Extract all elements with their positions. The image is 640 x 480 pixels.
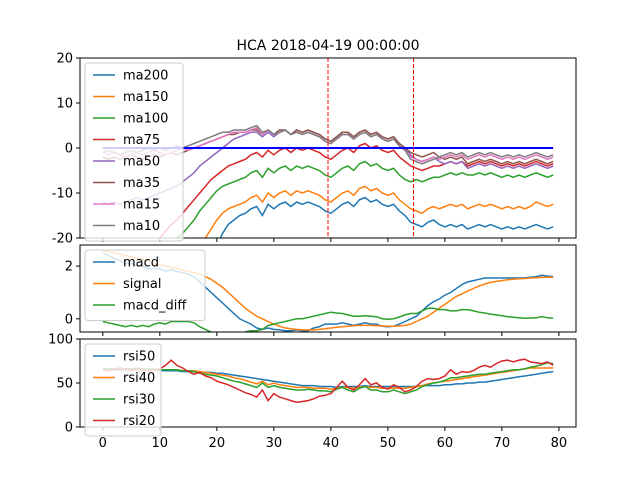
series-line-rsi30: [102, 362, 554, 395]
macd-panel: 0 2 macd signal macd_diff: [65, 244, 577, 336]
x-tick-label: 50: [380, 436, 397, 451]
legend-label-rsi30: rsi30: [123, 393, 155, 408]
x-tick-label: 60: [437, 436, 454, 451]
rsi-plot-area: [102, 358, 554, 404]
rsi-legend: rsi50 rsi40 rsi30 rsi20: [84, 343, 162, 437]
legend-label-ma10: ma10: [123, 219, 160, 234]
y-tick-label: 50: [56, 377, 73, 392]
legend-label-ma150: ma150: [123, 90, 168, 105]
legend-label-ma100: ma100: [123, 112, 168, 127]
y-tick-label: 0: [65, 312, 73, 327]
legend-label-rsi40: rsi40: [123, 371, 155, 386]
series-line-macd_diff: [102, 307, 554, 332]
x-tick-label: 20: [209, 436, 226, 451]
x-tick-label: 70: [494, 436, 511, 451]
legend-label-rsi50: rsi50: [123, 350, 155, 365]
legend-label-ma200: ma200: [123, 69, 168, 84]
legend-label-ma35: ma35: [123, 176, 160, 191]
x-tick-label: 10: [152, 436, 169, 451]
y-tick-label: 100: [48, 333, 73, 348]
legend-label-signal: signal: [123, 277, 161, 292]
chart-title: HCA 2018-04-19 00:00:00: [236, 38, 419, 54]
ma-legend: ma200 ma150 ma100 ma75 ma50 ma35 ma15 ma10: [84, 62, 184, 242]
legend-label-rsi20: rsi20: [123, 414, 155, 429]
y-tick-label: -10: [52, 187, 73, 202]
y-tick-label: 10: [56, 97, 73, 112]
series-line-rsi20: [102, 358, 554, 404]
legend-label-ma75: ma75: [123, 133, 160, 148]
legend-box: [84, 62, 184, 242]
legend-label-macd_diff: macd_diff: [123, 299, 187, 314]
y-tick-label: 2: [65, 260, 73, 275]
x-tick-label: 80: [551, 436, 568, 451]
y-tick-label: 20: [56, 52, 73, 67]
legend-label-ma50: ma50: [123, 155, 160, 170]
legend-label-macd: macd: [123, 256, 159, 271]
x-tick-label: 40: [323, 436, 340, 451]
macd-axes-frame: [79, 244, 577, 333]
macd-legend: macd signal macd_diff: [84, 249, 206, 321]
y-tick-label: 0: [65, 421, 73, 436]
y-tick-label: 0: [65, 142, 73, 157]
series-line-ma200: [219, 196, 554, 238]
x-tick-label: 0: [99, 436, 107, 451]
legend-box: [84, 249, 206, 321]
x-tick-label: 30: [266, 436, 283, 451]
y-tick-label: -20: [52, 232, 73, 247]
moving-averages-panel: -20-1001020ma200ma150ma100ma75ma50ma35ma…: [52, 52, 577, 247]
legend-box: [84, 343, 162, 437]
series-line-rsi50: [102, 368, 554, 389]
legend-label-ma15: ma15: [123, 198, 160, 213]
series-line-ma150: [204, 185, 554, 238]
